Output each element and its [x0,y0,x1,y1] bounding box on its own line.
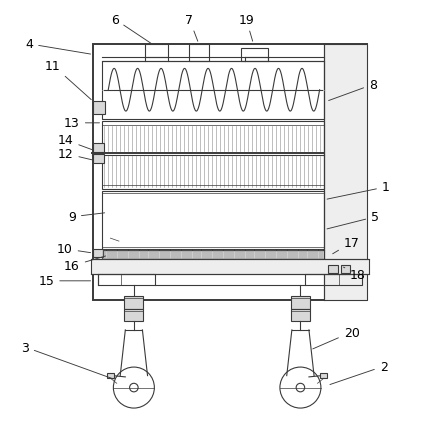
Bar [328,265,338,273]
Bar [324,45,367,300]
Bar [93,249,103,258]
Bar [102,62,324,119]
Text: 4: 4 [25,38,91,55]
Bar [107,373,114,378]
Text: 13: 13 [64,117,99,130]
Bar [124,309,143,322]
Bar [291,296,310,309]
Bar [241,49,268,62]
Text: 19: 19 [238,14,254,42]
Text: 10: 10 [57,243,91,256]
Text: 11: 11 [45,60,91,101]
Bar [102,250,324,260]
Text: 15: 15 [38,275,91,288]
Bar [144,45,168,58]
Bar [93,144,104,153]
Bar [93,101,105,115]
Bar [320,373,327,378]
Text: 2: 2 [330,360,387,385]
Bar [93,155,104,163]
Bar [93,45,367,300]
Text: 18: 18 [344,268,366,281]
Bar [91,260,369,275]
Text: 17: 17 [333,236,359,254]
Text: 5: 5 [327,211,379,229]
Text: 8: 8 [329,79,377,101]
Text: 3: 3 [21,341,114,379]
Text: 9: 9 [68,211,104,224]
Text: 20: 20 [313,326,359,349]
Bar [305,275,362,285]
Bar [102,121,324,190]
Bar [98,275,155,285]
Text: 14: 14 [58,134,92,150]
Bar [291,309,310,322]
Text: 1: 1 [327,181,390,200]
Text: 6: 6 [111,14,151,44]
Bar [189,45,209,62]
Bar [124,296,143,309]
Bar [102,192,324,249]
Text: 12: 12 [58,148,92,161]
Text: 16: 16 [64,256,106,273]
Text: 7: 7 [185,14,198,42]
Bar [341,265,350,273]
